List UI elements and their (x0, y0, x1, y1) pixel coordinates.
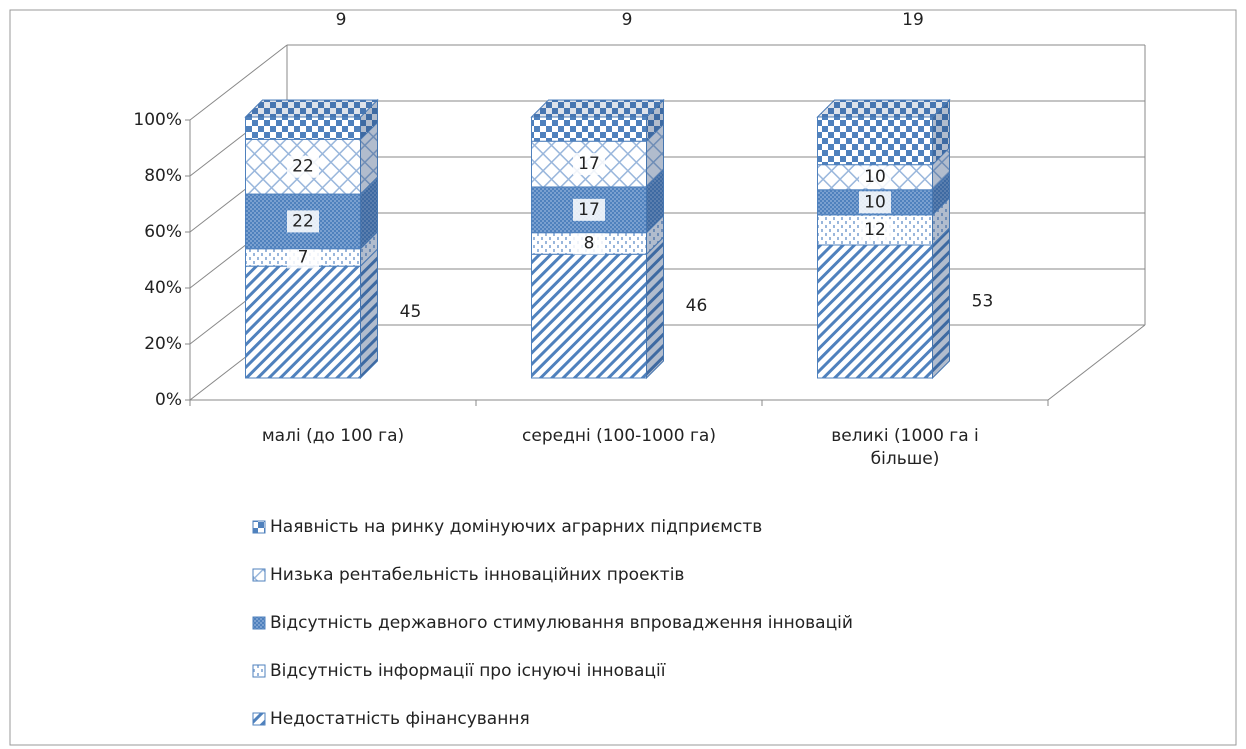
label-bg (859, 218, 891, 241)
data-label: 53 (972, 291, 994, 311)
y-tick-label: 100% (133, 110, 182, 130)
legend-swatch (252, 568, 266, 582)
data-label: 17 (578, 200, 600, 220)
data-label: 7 (298, 247, 309, 267)
label-bg (859, 191, 891, 214)
bar-side-shade (932, 147, 950, 190)
frame (9, 9, 1237, 746)
bar-side-shade (360, 100, 378, 140)
bar-segment (245, 116, 361, 140)
label-bg (287, 210, 319, 233)
data-label: 9 (622, 10, 633, 30)
bar-side-shade (360, 231, 378, 267)
legend-label: Недостатність фінансування (270, 709, 530, 729)
y-tick-label: 40% (144, 278, 182, 298)
bar-top (816, 99, 951, 118)
x-tick-label: малі (до 100 га) (261, 426, 405, 446)
bar-side-shade (932, 197, 950, 245)
bar-segment (531, 116, 647, 142)
legend-label: Низька рентабельність інноваційних проек… (270, 565, 684, 585)
label-bg (573, 232, 605, 255)
bar-side-shade (646, 169, 664, 233)
bar-side-shade (360, 177, 378, 249)
bar-top (244, 99, 379, 118)
bar-top-shade (531, 100, 664, 117)
y-tick-label: 20% (144, 334, 182, 354)
data-label: 9 (336, 10, 347, 30)
bar-top-shade (245, 100, 378, 117)
bar-side-shade (646, 124, 664, 187)
y-tick-label: 0% (155, 390, 182, 410)
bar-side-shade (360, 122, 378, 195)
legend-swatch (252, 616, 266, 630)
bar-side-shade (932, 172, 950, 215)
legend-swatch (252, 520, 266, 534)
data-label: 22 (292, 211, 314, 231)
x-tick-label: середні (100-1000 га) (522, 426, 716, 446)
data-label: 19 (902, 10, 924, 30)
data-label: 10 (864, 167, 886, 187)
floor-edge (1047, 324, 1146, 401)
bar-side-shade (932, 100, 950, 165)
legend-label: Наявність на ринку домінуючих аграрних п… (270, 517, 762, 537)
legend-label: Відсутність інформації про існуючі іннов… (270, 661, 666, 681)
bar-segment (817, 116, 933, 166)
data-label: 45 (400, 302, 422, 322)
x-tick-label: великі (1000 га і більше) (831, 426, 979, 469)
legend-label: Відсутність державного стимулювання впро… (270, 613, 853, 633)
y-tick-label: 80% (144, 166, 182, 186)
grid-line (189, 44, 288, 121)
bar-segment (245, 265, 361, 379)
bar-segment (817, 244, 933, 379)
bar-segment (531, 253, 647, 379)
label-bg (859, 166, 891, 189)
label-bg (287, 155, 319, 178)
data-label: 22 (292, 157, 314, 177)
bar-side-shade (646, 100, 664, 142)
bar-top (530, 99, 665, 118)
bar-side-shade (646, 215, 664, 255)
data-label: 8 (584, 233, 595, 253)
bar-side-shade (932, 227, 950, 378)
label-bg (287, 246, 319, 269)
data-label: 46 (686, 296, 708, 316)
y-tick-label: 60% (144, 222, 182, 242)
legend-swatch (252, 664, 266, 678)
bar-side-shade (646, 237, 664, 378)
label-bg (573, 198, 605, 221)
data-label: 12 (864, 220, 886, 240)
bar-top-shade (817, 100, 950, 117)
data-label: 17 (578, 154, 600, 174)
bar-side-shade (360, 249, 378, 378)
label-bg (573, 153, 605, 176)
data-label: 10 (864, 192, 886, 212)
legend-swatch (252, 712, 266, 726)
